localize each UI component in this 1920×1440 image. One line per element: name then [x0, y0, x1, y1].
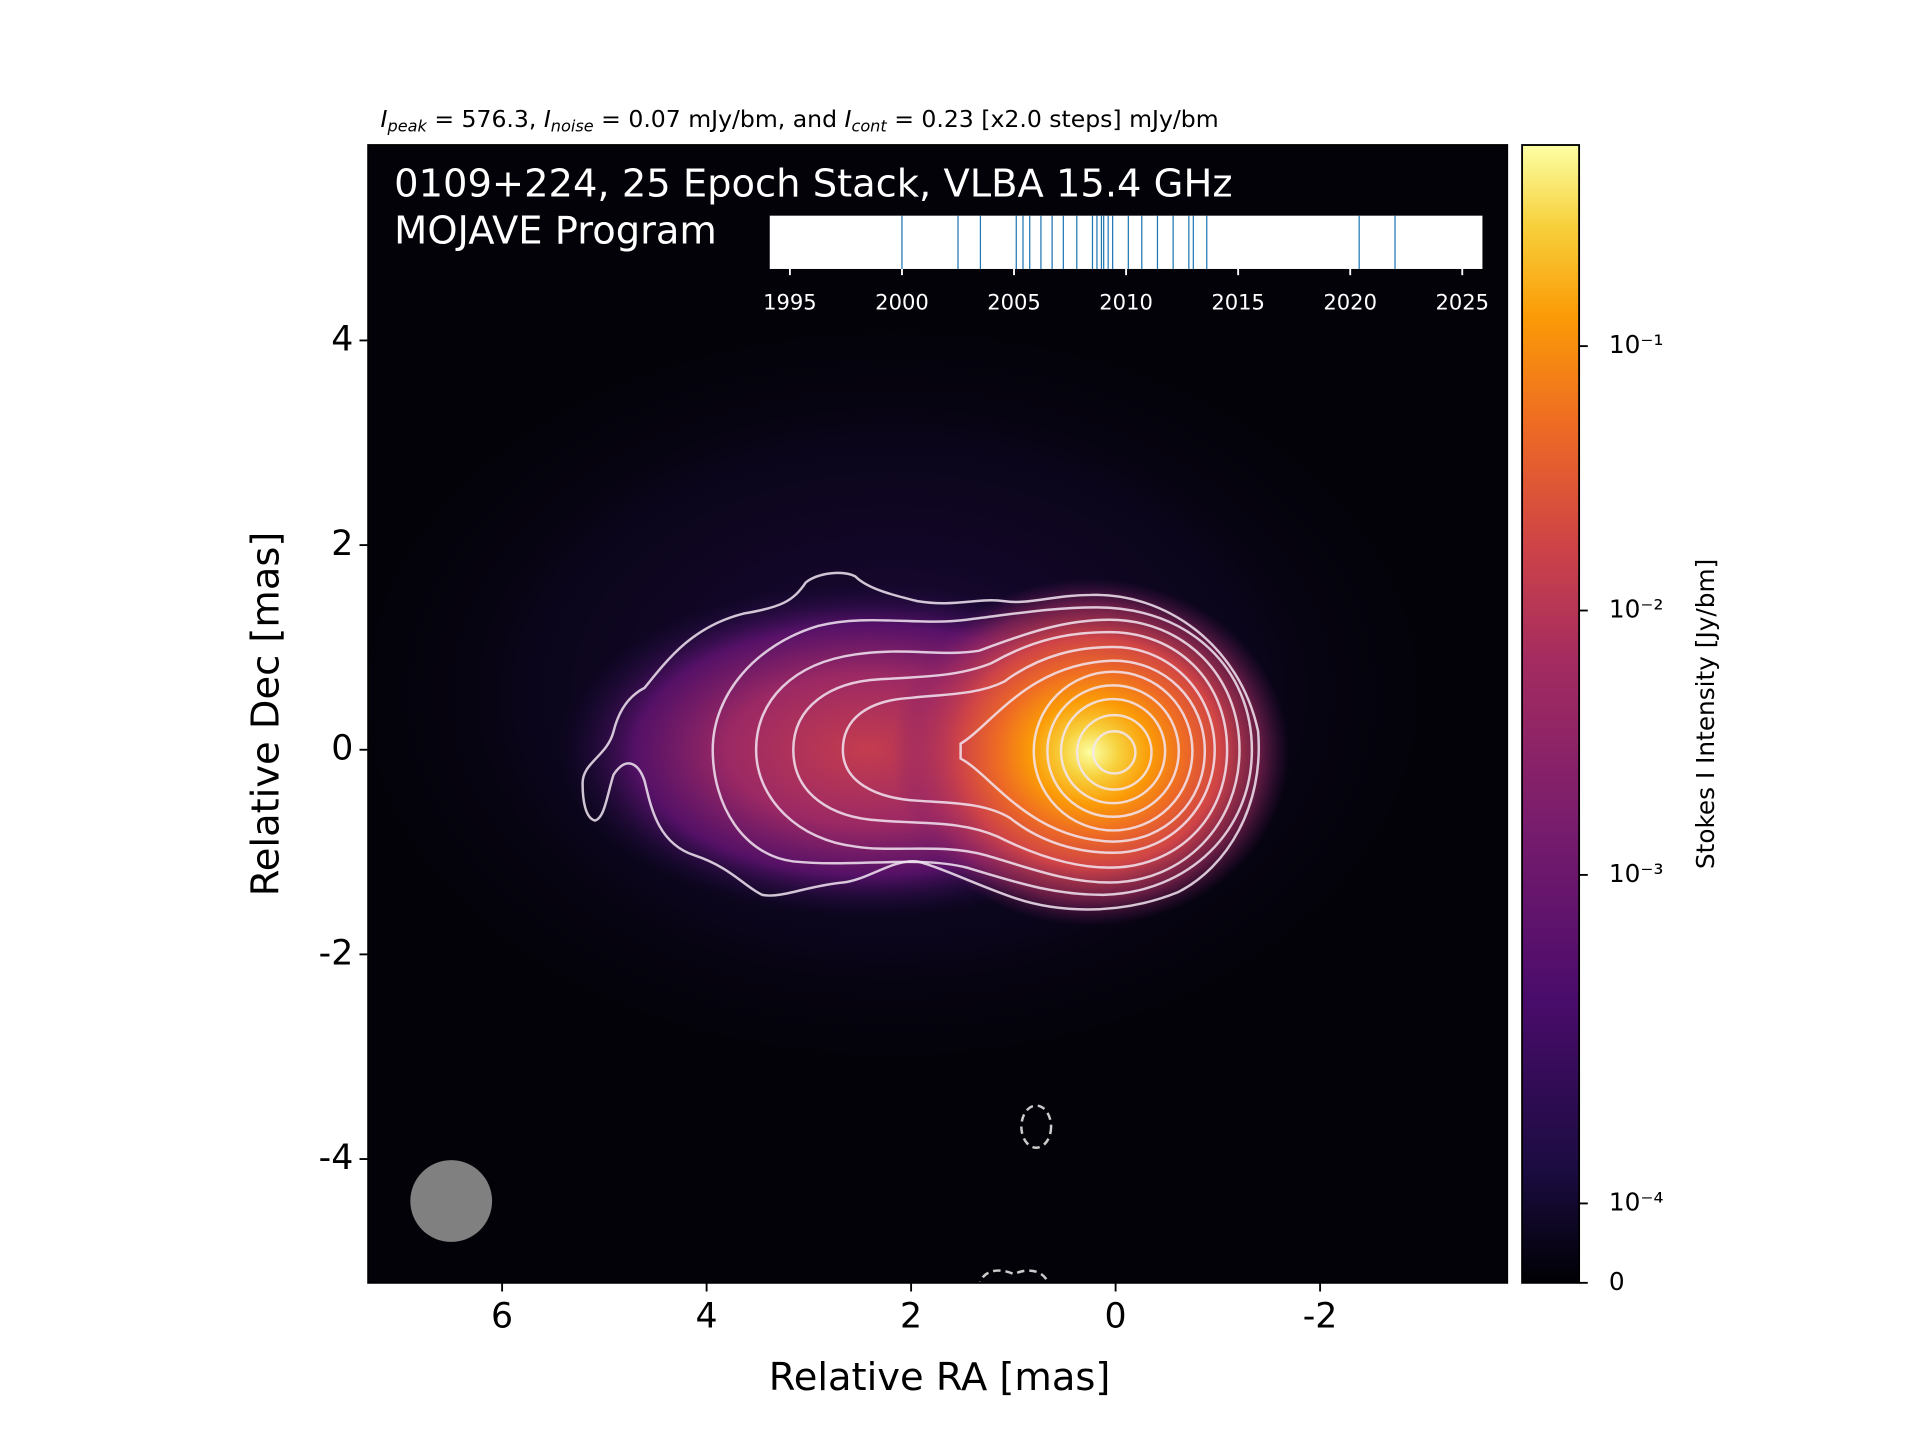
epoch-tick-label: 2025	[1435, 290, 1489, 315]
epoch-tick-label: 2020	[1323, 290, 1377, 315]
beam	[410, 1160, 493, 1242]
x-tick-label: 0	[1105, 1297, 1127, 1337]
colorbar-tick-label: 10⁻¹	[1609, 330, 1664, 359]
x-tick-label: 4	[696, 1297, 718, 1337]
colorbar-tick-label: 10⁻³	[1609, 859, 1664, 888]
y-tick-label: -4	[319, 1138, 354, 1178]
x-axis-label: Relative RA [mas]	[769, 1355, 1111, 1400]
colorbar-label: Stokes I Intensity [Jy/bm]	[1691, 559, 1720, 869]
contour	[1059, 697, 1167, 805]
contour	[1092, 730, 1137, 775]
negative-contour	[1020, 1104, 1053, 1149]
title-part: cont	[851, 116, 887, 135]
x-tick-label: -2	[1303, 1297, 1338, 1337]
y-tick-label: 4	[331, 319, 353, 359]
contour	[1032, 670, 1194, 832]
x-tick-label: 2	[900, 1297, 922, 1337]
contour	[792, 630, 1229, 869]
contour	[1075, 713, 1153, 791]
contour	[1046, 684, 1181, 819]
annotation: 0109+224, 25 Epoch Stack, VLBA 15.4 GHz	[394, 161, 1232, 206]
chart-title: Ipeak = 576.3, Inoise = 0.07 mJy/bm, and…	[381, 105, 1219, 135]
x-tick-label: 6	[491, 1297, 513, 1337]
y-tick-label: -2	[319, 933, 354, 973]
title-part: I	[381, 105, 388, 133]
contour	[711, 606, 1254, 897]
contour	[754, 618, 1241, 884]
annotation: MOJAVE Program	[394, 209, 717, 254]
title-part: = 0.23 [x2.0 steps] mJy/bm	[887, 105, 1219, 133]
colorbar-tick-label: 10⁻²	[1609, 595, 1664, 624]
y-axis-label: Relative Dec [mas]	[243, 532, 288, 897]
contour	[841, 645, 1216, 854]
plot-frame	[367, 144, 1509, 1284]
epoch-tick-label: 2000	[875, 290, 929, 315]
contour	[581, 571, 1260, 911]
epoch-tick-label: 1995	[763, 290, 817, 315]
y-tick-label: 0	[331, 729, 353, 769]
epoch-timeline	[769, 215, 1483, 269]
negative-contours	[978, 1104, 1053, 1283]
epoch-tick-label: 2005	[987, 290, 1041, 315]
title-part: noise	[551, 116, 594, 135]
contour	[959, 659, 1207, 843]
image	[368, 145, 1508, 1283]
title-part: I	[845, 105, 852, 133]
colorbar	[1521, 144, 1581, 1284]
title-part: = 576.3,	[427, 105, 544, 133]
contours	[581, 571, 1260, 911]
title-part: peak	[387, 116, 428, 135]
title-part: = 0.07 mJy/bm, and	[594, 105, 845, 133]
colorbar-tick-label: 0	[1609, 1267, 1625, 1296]
epoch-tick-label: 2010	[1099, 290, 1153, 315]
y-tick-label: 2	[331, 524, 353, 564]
epoch-tick-label: 2015	[1211, 290, 1265, 315]
negative-contour	[978, 1269, 1050, 1283]
colorbar-tick-label: 10⁻⁴	[1609, 1187, 1664, 1216]
title-part: I	[544, 105, 551, 133]
